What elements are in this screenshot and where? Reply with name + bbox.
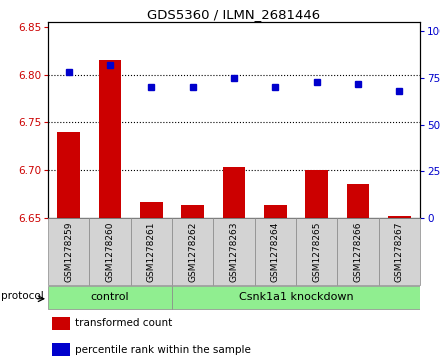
FancyBboxPatch shape	[172, 286, 420, 309]
Bar	[52, 343, 70, 356]
Bar	[305, 170, 328, 218]
Bar	[347, 184, 369, 218]
Bar	[57, 132, 80, 218]
Text: GSM1278263: GSM1278263	[230, 221, 238, 282]
Text: GSM1278265: GSM1278265	[312, 221, 321, 282]
Text: GSM1278261: GSM1278261	[147, 221, 156, 282]
FancyBboxPatch shape	[213, 218, 255, 285]
FancyBboxPatch shape	[89, 218, 131, 285]
FancyBboxPatch shape	[172, 218, 213, 285]
Bar	[388, 216, 411, 218]
Text: GSM1278262: GSM1278262	[188, 221, 197, 282]
Text: GSM1278266: GSM1278266	[353, 221, 363, 282]
Text: transformed count: transformed count	[75, 318, 172, 328]
Text: GSM1278259: GSM1278259	[64, 221, 73, 282]
Bar	[223, 167, 246, 218]
FancyBboxPatch shape	[48, 218, 89, 285]
Bar	[264, 205, 287, 218]
FancyBboxPatch shape	[131, 218, 172, 285]
Text: control: control	[91, 293, 129, 302]
FancyBboxPatch shape	[379, 218, 420, 285]
FancyBboxPatch shape	[48, 286, 172, 309]
Bar	[52, 317, 70, 330]
Bar	[181, 205, 204, 218]
Bar	[99, 60, 121, 218]
Text: GSM1278267: GSM1278267	[395, 221, 404, 282]
Text: GSM1278264: GSM1278264	[271, 221, 280, 282]
Bar	[140, 202, 163, 218]
FancyBboxPatch shape	[255, 218, 296, 285]
Title: GDS5360 / ILMN_2681446: GDS5360 / ILMN_2681446	[147, 8, 321, 21]
Text: protocol: protocol	[1, 291, 44, 301]
FancyBboxPatch shape	[296, 218, 337, 285]
Text: GSM1278260: GSM1278260	[106, 221, 114, 282]
FancyBboxPatch shape	[337, 218, 379, 285]
Text: Csnk1a1 knockdown: Csnk1a1 knockdown	[238, 293, 353, 302]
Text: percentile rank within the sample: percentile rank within the sample	[75, 345, 251, 355]
